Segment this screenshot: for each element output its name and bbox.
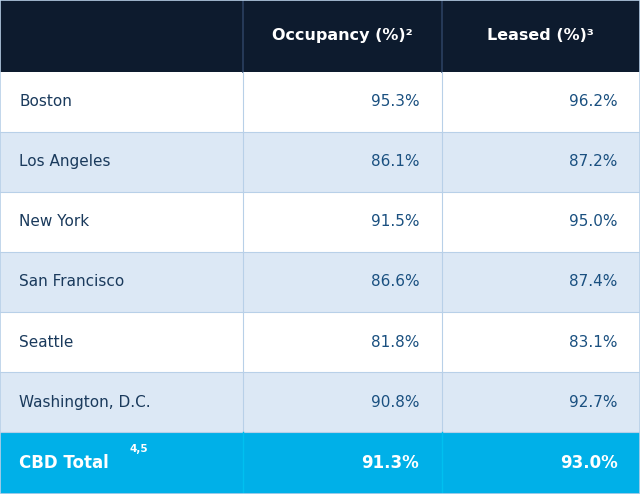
FancyBboxPatch shape — [0, 72, 243, 132]
Text: 83.1%: 83.1% — [569, 334, 618, 350]
Text: Seattle: Seattle — [19, 334, 74, 350]
Text: 4,5: 4,5 — [129, 444, 148, 454]
Text: 95.0%: 95.0% — [569, 214, 618, 229]
Text: Los Angeles: Los Angeles — [19, 154, 111, 169]
Text: 86.6%: 86.6% — [371, 275, 419, 289]
FancyBboxPatch shape — [243, 372, 442, 432]
FancyBboxPatch shape — [442, 312, 640, 372]
Text: Washington, D.C.: Washington, D.C. — [19, 395, 151, 410]
Text: 95.3%: 95.3% — [371, 94, 419, 109]
Text: 93.0%: 93.0% — [560, 454, 618, 472]
FancyBboxPatch shape — [243, 252, 442, 312]
FancyBboxPatch shape — [0, 192, 243, 252]
FancyBboxPatch shape — [243, 432, 442, 494]
Text: Leased (%)³: Leased (%)³ — [488, 28, 594, 43]
FancyBboxPatch shape — [442, 252, 640, 312]
FancyBboxPatch shape — [243, 192, 442, 252]
FancyBboxPatch shape — [0, 312, 243, 372]
FancyBboxPatch shape — [442, 132, 640, 192]
FancyBboxPatch shape — [0, 252, 243, 312]
FancyBboxPatch shape — [243, 132, 442, 192]
FancyBboxPatch shape — [442, 72, 640, 132]
Text: 87.4%: 87.4% — [569, 275, 618, 289]
Text: Occupancy (%)²: Occupancy (%)² — [272, 28, 413, 43]
Text: 92.7%: 92.7% — [569, 395, 618, 410]
FancyBboxPatch shape — [243, 0, 442, 72]
Text: Boston: Boston — [19, 94, 72, 109]
FancyBboxPatch shape — [243, 312, 442, 372]
Text: 96.2%: 96.2% — [569, 94, 618, 109]
FancyBboxPatch shape — [442, 432, 640, 494]
Text: 91.3%: 91.3% — [362, 454, 419, 472]
FancyBboxPatch shape — [0, 0, 243, 72]
Text: 81.8%: 81.8% — [371, 334, 419, 350]
FancyBboxPatch shape — [0, 132, 243, 192]
FancyBboxPatch shape — [243, 72, 442, 132]
FancyBboxPatch shape — [442, 0, 640, 72]
Text: San Francisco: San Francisco — [19, 275, 124, 289]
FancyBboxPatch shape — [442, 192, 640, 252]
Text: 86.1%: 86.1% — [371, 154, 419, 169]
Text: 90.8%: 90.8% — [371, 395, 419, 410]
Text: CBD Total: CBD Total — [19, 454, 109, 472]
FancyBboxPatch shape — [0, 432, 243, 494]
Text: 91.5%: 91.5% — [371, 214, 419, 229]
FancyBboxPatch shape — [442, 372, 640, 432]
Text: New York: New York — [19, 214, 90, 229]
Text: 87.2%: 87.2% — [569, 154, 618, 169]
FancyBboxPatch shape — [0, 372, 243, 432]
